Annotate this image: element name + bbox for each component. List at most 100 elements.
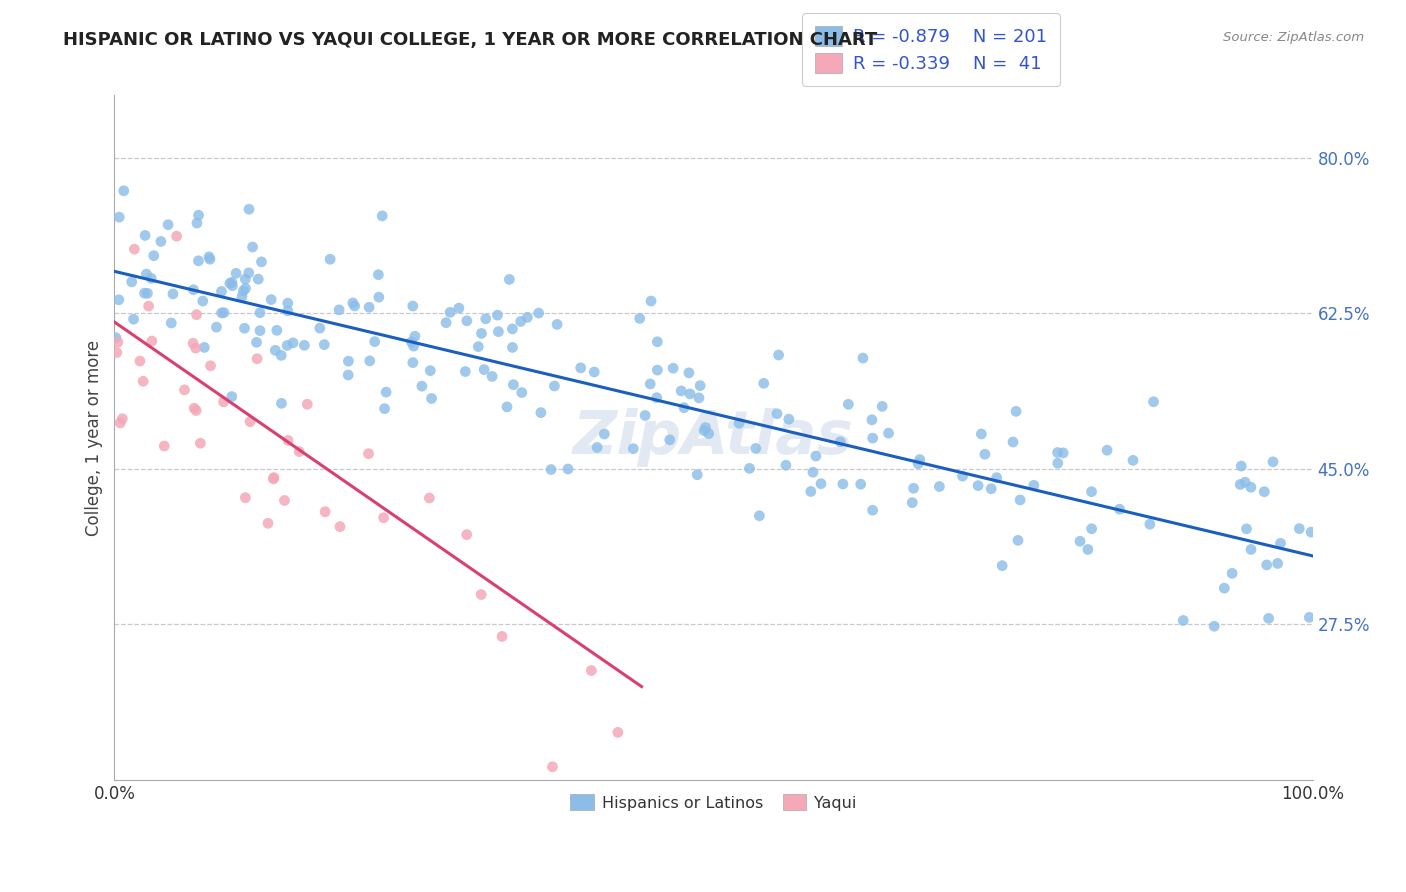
Point <box>908 452 931 467</box>
Point <box>509 314 531 328</box>
Point <box>173 383 195 397</box>
Point <box>456 314 478 328</box>
Point <box>329 519 352 533</box>
Point <box>970 427 993 442</box>
Point <box>260 293 283 307</box>
Point <box>135 267 157 281</box>
Point <box>211 306 233 320</box>
Point <box>1052 446 1074 460</box>
Point <box>860 413 883 427</box>
Point <box>775 458 797 473</box>
Point <box>134 228 156 243</box>
Point <box>645 391 668 405</box>
Point <box>688 391 710 405</box>
Point <box>907 457 929 471</box>
Point <box>314 337 336 351</box>
Point <box>371 209 394 223</box>
Point <box>247 272 270 286</box>
Point <box>246 351 269 366</box>
Point <box>832 477 855 491</box>
Point <box>778 412 800 426</box>
Point <box>411 379 433 393</box>
Point <box>541 760 564 774</box>
Point <box>1108 502 1130 516</box>
Point <box>183 283 205 297</box>
Point <box>1261 455 1284 469</box>
Point <box>184 341 207 355</box>
Point <box>232 284 254 298</box>
Point <box>728 417 751 431</box>
Point <box>270 348 292 362</box>
Point <box>496 400 519 414</box>
Point <box>233 321 256 335</box>
Point <box>662 361 685 376</box>
Point <box>748 508 770 523</box>
Point <box>901 495 924 509</box>
Point <box>141 334 163 348</box>
Point <box>221 278 243 293</box>
Point <box>530 406 553 420</box>
Point <box>801 465 824 479</box>
Point <box>980 482 1002 496</box>
Point <box>209 285 232 299</box>
Point <box>1267 557 1289 571</box>
Point <box>373 510 395 524</box>
Point <box>105 345 128 359</box>
Point <box>501 322 523 336</box>
Point <box>498 272 520 286</box>
Point <box>250 255 273 269</box>
Point <box>404 329 426 343</box>
Point <box>1234 475 1257 490</box>
Point <box>745 442 768 456</box>
Point <box>486 325 509 339</box>
Point <box>804 449 827 463</box>
Point <box>510 385 533 400</box>
Point <box>621 442 644 456</box>
Point <box>357 447 380 461</box>
Point <box>402 299 425 313</box>
Point <box>221 390 243 404</box>
Point <box>986 470 1008 484</box>
Point <box>606 725 628 739</box>
Point <box>328 302 350 317</box>
Point <box>292 338 315 352</box>
Point <box>190 436 212 450</box>
Point <box>1022 478 1045 492</box>
Point <box>262 472 284 486</box>
Point <box>669 384 692 398</box>
Point <box>402 339 425 353</box>
Point <box>679 387 702 401</box>
Point <box>991 558 1014 573</box>
Point <box>257 516 280 531</box>
Point <box>134 286 156 301</box>
Point <box>239 415 262 429</box>
Point <box>270 396 292 410</box>
Point <box>693 424 716 438</box>
Point <box>1229 477 1251 491</box>
Point <box>1256 558 1278 572</box>
Point <box>546 318 568 332</box>
Point <box>249 324 271 338</box>
Point <box>877 426 900 441</box>
Point <box>187 208 209 222</box>
Point <box>1139 517 1161 532</box>
Point <box>973 447 995 461</box>
Point <box>162 287 184 301</box>
Point <box>205 320 228 334</box>
Point <box>153 439 176 453</box>
Point <box>231 290 253 304</box>
Point <box>678 366 700 380</box>
Point <box>138 299 160 313</box>
Point <box>628 311 651 326</box>
Point <box>277 303 299 318</box>
Point <box>198 250 221 264</box>
Point <box>186 403 208 417</box>
Point <box>481 369 503 384</box>
Point <box>583 365 606 379</box>
Text: Source: ZipAtlas.com: Source: ZipAtlas.com <box>1223 31 1364 45</box>
Point <box>870 400 893 414</box>
Point <box>516 310 538 325</box>
Point <box>695 420 717 434</box>
Point <box>276 338 298 352</box>
Point <box>456 527 478 541</box>
